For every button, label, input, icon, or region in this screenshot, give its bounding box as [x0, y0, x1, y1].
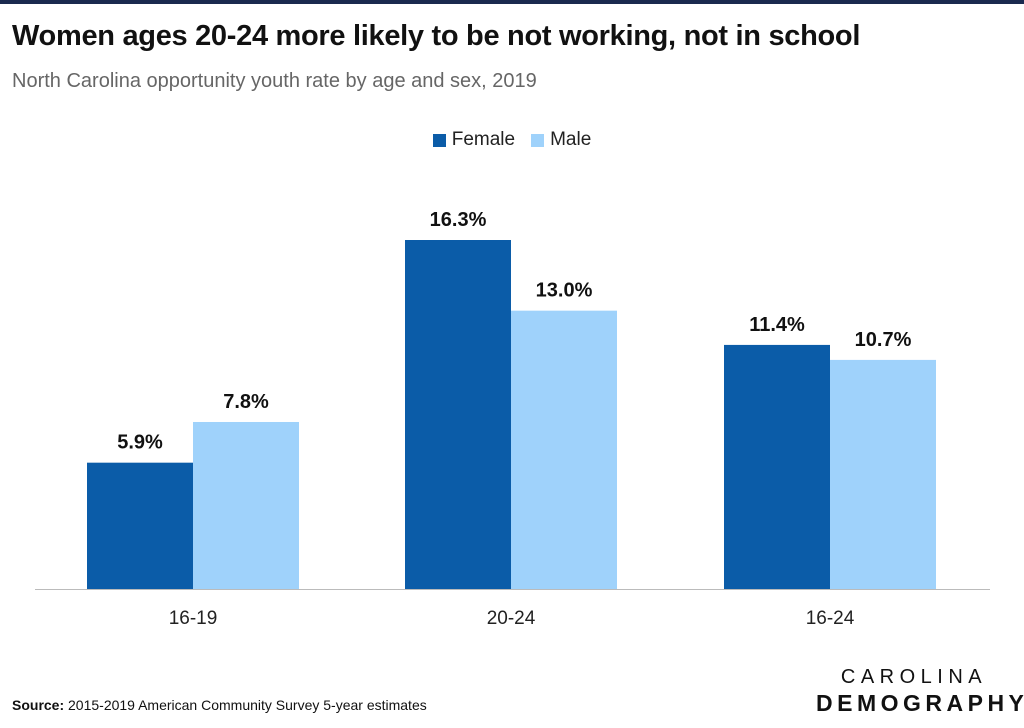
- legend: Female Male: [0, 129, 1024, 151]
- source-note: Source: 2015-2019 American Community Sur…: [12, 697, 427, 713]
- legend-label-female: Female: [451, 129, 516, 150]
- logo-line-demography: DEMOGRAPHY: [816, 690, 1024, 716]
- bar-male-16-19: [193, 421, 299, 589]
- logo-line-carolina: CAROLINA: [840, 666, 988, 688]
- bar-female-20-24: [405, 240, 511, 589]
- carolina-demography-logo: CAROLINA DEMOGRAPHY: [816, 665, 1024, 717]
- legend-swatch-female: [432, 133, 446, 147]
- chart-subtitle: North Carolina opportunity youth rate by…: [12, 70, 537, 92]
- data-label-male-20-24: 13.0%: [536, 280, 593, 302]
- data-label-male-16-19: 7.8%: [223, 391, 269, 413]
- data-label-male-16-24: 10.7%: [855, 329, 912, 351]
- legend-item-male: Male: [531, 129, 591, 151]
- legend-item-female: Female: [432, 129, 516, 151]
- source-label: Source:: [12, 697, 65, 713]
- bar-female-16-24: [724, 344, 830, 589]
- top-rule: [0, 0, 1024, 4]
- data-label-female-20-24: 16.3%: [430, 209, 487, 231]
- bar-chart: 5.9% 7.8% 16-19 16.3% 13.0% 20-24 11.4% 10.7% 16…: [35, 209, 990, 629]
- chart-title: Women ages 20-24 more likely to be not w…: [12, 20, 861, 52]
- x-tick-label-16-19: 16-19: [169, 608, 218, 629]
- legend-swatch-male: [531, 133, 545, 147]
- legend-label-male: Male: [550, 129, 592, 150]
- bar-female-16-19: [87, 462, 193, 589]
- source-text: 2015-2019 American Community Survey 5-ye…: [68, 697, 427, 713]
- bar-male-16-24: [830, 359, 936, 589]
- data-label-female-16-24: 11.4%: [749, 314, 805, 336]
- data-label-female-16-19: 5.9%: [117, 432, 163, 454]
- x-tick-label-16-24: 16-24: [806, 608, 855, 629]
- bar-male-20-24: [511, 310, 617, 589]
- x-tick-label-20-24: 20-24: [487, 608, 536, 629]
